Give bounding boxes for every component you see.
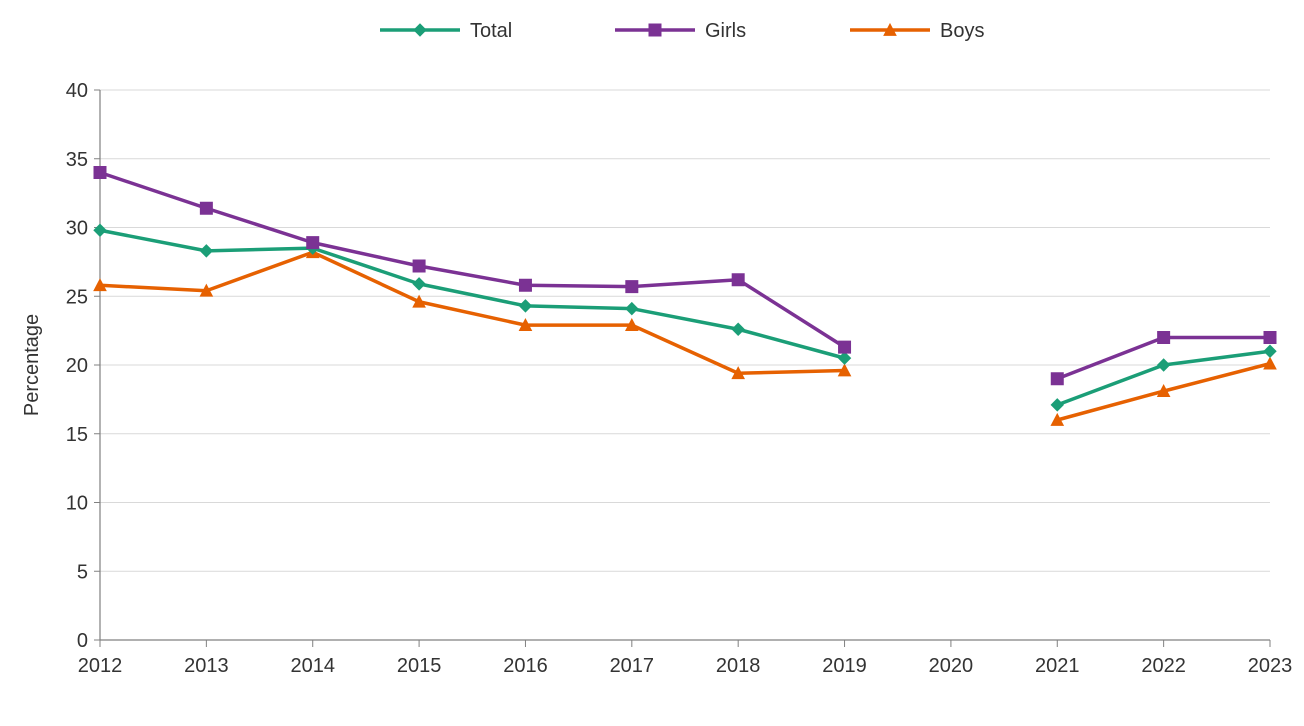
series-marker-girls <box>1264 332 1276 344</box>
x-tick-label: 2017 <box>610 655 655 677</box>
y-tick-label: 15 <box>66 424 88 446</box>
x-tick-label: 2019 <box>822 655 867 677</box>
y-axis-title: Percentage <box>21 314 43 416</box>
chart-svg: 0 5 10 15 20 25 30 35 40 2012 2013 2014 2015 2016 2017… <box>0 0 1304 726</box>
x-tick-label: 2022 <box>1141 655 1186 677</box>
legend-marker-girls <box>649 24 661 36</box>
x-tick-label: 2018 <box>716 655 761 677</box>
x-tick-label: 2013 <box>184 655 229 677</box>
y-tick-label: 20 <box>66 355 88 377</box>
x-tick-label: 2021 <box>1035 655 1080 677</box>
legend-label-boys: Boys <box>940 20 984 42</box>
series-marker-girls <box>626 281 638 293</box>
series-marker-girls <box>839 341 851 353</box>
y-tick-label: 25 <box>66 286 88 308</box>
series-marker-girls <box>1158 332 1170 344</box>
y-tick-label: 5 <box>77 561 88 583</box>
legend-label-girls: Girls <box>705 20 746 42</box>
x-tick-label: 2020 <box>929 655 974 677</box>
series-marker-girls <box>413 260 425 272</box>
y-tick-label: 35 <box>66 149 88 171</box>
legend-label-total: Total <box>470 20 512 42</box>
series-marker-girls <box>519 279 531 291</box>
x-tick-label: 2023 <box>1248 655 1293 677</box>
x-tick-label: 2016 <box>503 655 548 677</box>
y-tick-label: 10 <box>66 493 88 515</box>
y-tick-label: 30 <box>66 218 88 240</box>
series-marker-girls <box>1051 373 1063 385</box>
y-tick-label: 40 <box>66 80 88 102</box>
series-marker-girls <box>307 237 319 249</box>
x-tick-label: 2014 <box>290 655 335 677</box>
y-tick-label: 0 <box>77 630 88 652</box>
line-chart: 0 5 10 15 20 25 30 35 40 2012 2013 2014 2015 2016 2017… <box>0 0 1304 726</box>
x-tick-label: 2015 <box>397 655 442 677</box>
x-tick-label: 2012 <box>78 655 123 677</box>
series-marker-girls <box>94 167 106 179</box>
series-marker-girls <box>200 202 212 214</box>
series-marker-girls <box>732 274 744 286</box>
